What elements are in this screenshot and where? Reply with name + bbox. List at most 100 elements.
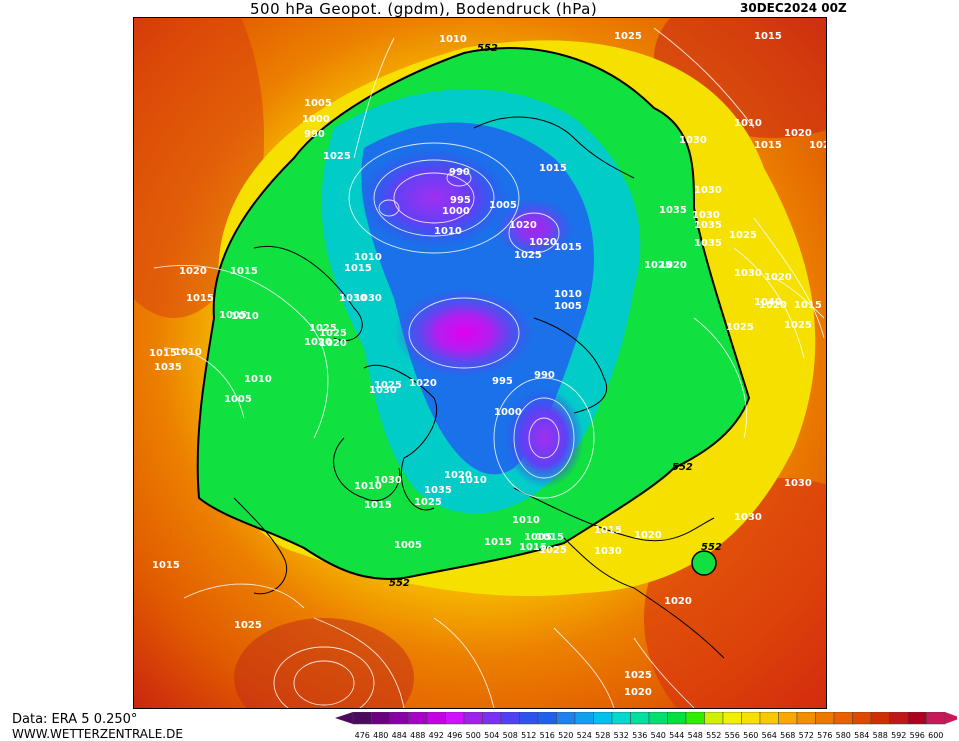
pressure-label: 1010	[459, 475, 487, 486]
pressure-label: 1020	[319, 338, 347, 349]
colorbar-tick-label: 500	[466, 731, 481, 740]
pressure-label: 1020	[659, 260, 687, 271]
colorbar-tick-label: 504	[484, 731, 499, 740]
colorbar-swatch	[722, 712, 742, 725]
pressure-label: 1035	[694, 220, 722, 231]
low-center-c	[504, 388, 584, 488]
pressure-label: 1025	[514, 250, 542, 261]
colorbar-swatch	[482, 712, 502, 725]
colorbar-tick-label: 476	[355, 731, 370, 740]
colorbar-swatch	[556, 712, 576, 725]
pressure-label: 1005	[489, 200, 517, 211]
colorbar-tick-label: 584	[854, 731, 869, 740]
colorbar-swatch	[519, 712, 539, 725]
svg-text:552: 552	[672, 462, 693, 473]
svg-text:552: 552	[389, 578, 410, 589]
colorbar-swatch	[815, 712, 835, 725]
website-credit: WWW.WETTERZENTRALE.DE	[12, 727, 183, 741]
cutoff-low-green	[691, 550, 717, 576]
pressure-label: 1025	[726, 322, 754, 333]
pressure-label: 1020	[509, 220, 537, 231]
pressure-label: 1010	[174, 347, 202, 358]
pressure-label: 1030	[374, 475, 402, 486]
pressure-label: 1030	[679, 135, 707, 146]
pressure-label: 1005	[304, 98, 332, 109]
pressure-label: 1035	[694, 238, 722, 249]
colorbar-tick-label: 524	[577, 731, 592, 740]
pressure-label: 1025	[624, 670, 652, 681]
low-center-b	[359, 148, 509, 248]
colorbar-tick-label: 600	[928, 731, 943, 740]
pressure-label: 1010	[512, 515, 540, 526]
pressure-label: 1010	[439, 34, 467, 45]
pressure-label: 1025	[539, 545, 567, 556]
colorbar-tick-label: 548	[688, 731, 703, 740]
colorbar-swatch	[408, 712, 428, 725]
colorbar-swatch	[926, 712, 946, 725]
pressure-label: 1020	[664, 596, 692, 607]
low-center-a	[394, 288, 534, 378]
pressure-label: 1020	[444, 470, 472, 481]
pressure-label: 1025	[323, 151, 351, 162]
colorbar-swatch	[685, 712, 705, 725]
pressure-label: 1015	[364, 500, 392, 511]
pressure-label: 1020	[784, 128, 812, 139]
warm-region-sw	[234, 618, 414, 708]
pressure-labels: 1010100510009901025102010151015101010051…	[149, 31, 826, 698]
weather-map: 552 552 552 552 1010 1005 1000 990 1025 1020 1…	[133, 17, 827, 709]
pressure-label: 1000	[442, 206, 470, 217]
colorbar-tick-label: 484	[392, 731, 407, 740]
pressure-label: 1020	[624, 687, 652, 698]
pressure-label: 1030	[734, 268, 762, 279]
pressure-label: 1020	[529, 237, 557, 248]
colorbar-tick-label: 516	[540, 731, 555, 740]
svg-text:552: 552	[701, 542, 722, 553]
pressure-label: 1005	[394, 540, 422, 551]
colorbar-swatch	[907, 712, 927, 725]
colorbar-tick-label: 580	[836, 731, 851, 740]
colorbar-swatch	[630, 712, 650, 725]
pressure-label: 1015	[230, 266, 258, 277]
pressure-label: 1030	[784, 478, 812, 489]
pressure-label: 1030	[692, 210, 720, 221]
colorbar-tick-label: 496	[447, 731, 462, 740]
pressure-label: 1005	[219, 310, 247, 321]
pressure-label: 1020	[304, 337, 332, 348]
pressure-label: 1015	[594, 525, 622, 536]
colorbar-tick-label: 544	[669, 731, 684, 740]
pressure-label: 1015	[149, 348, 177, 359]
pressure-label: 1040	[754, 297, 782, 308]
pressure-label: 1000	[302, 114, 330, 125]
pressure-label: 990	[304, 129, 325, 140]
pressure-label: 1030	[734, 512, 762, 523]
pressure-label: 1010	[244, 374, 272, 385]
pressure-label: 990	[534, 370, 555, 381]
colorbar-tick-label: 528	[595, 731, 610, 740]
pressure-label: 1010	[354, 481, 382, 492]
colorbar-swatch	[778, 712, 798, 725]
pressure-label: 1025	[319, 328, 347, 339]
pressure-label: 995	[450, 195, 471, 206]
pressure-label: 1010	[231, 311, 259, 322]
colorbar-tick-label: 488	[410, 731, 425, 740]
colorbar-swatch	[463, 712, 483, 725]
colorbar-tick-label: 588	[873, 731, 888, 740]
pressure-label: 1025	[309, 323, 337, 334]
colorbar-swatch	[426, 712, 446, 725]
colorbar-tick-label: 568	[780, 731, 795, 740]
pressure-label: 1015	[539, 163, 567, 174]
pressure-label: 1010	[434, 226, 462, 237]
colorbar-swatch	[445, 712, 465, 725]
colorbar-tick-label: 576	[817, 731, 832, 740]
colorbar-swatch	[574, 712, 594, 725]
colorbar-tick-label: 592	[891, 731, 906, 740]
pressure-label: 1005	[524, 532, 552, 543]
colorbar-tick-label: 508	[503, 731, 518, 740]
colorbar-swatch	[500, 712, 520, 725]
low-center-d	[494, 198, 574, 258]
svg-text:552: 552	[477, 43, 498, 54]
pressure-label: 1025	[374, 380, 402, 391]
coastlines	[233, 116, 725, 659]
colorbar-swatch	[796, 712, 816, 725]
pressure-label: 1015	[754, 140, 782, 151]
